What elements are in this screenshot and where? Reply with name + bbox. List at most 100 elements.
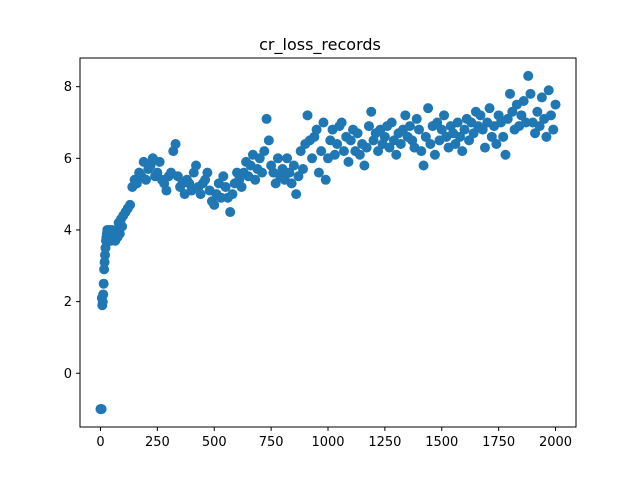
data-point bbox=[259, 146, 270, 157]
data-point bbox=[530, 128, 541, 139]
data-point bbox=[505, 88, 516, 99]
x-axis: 0 250 500 750 1000 1250 1500 1750 2000 bbox=[96, 427, 572, 450]
data-point bbox=[354, 149, 365, 160]
data-point bbox=[318, 117, 329, 128]
data-point bbox=[502, 113, 513, 124]
scatter-points bbox=[95, 70, 561, 415]
data-point bbox=[414, 124, 425, 135]
data-point bbox=[507, 106, 518, 117]
data-point bbox=[548, 124, 559, 135]
data-point bbox=[477, 124, 488, 135]
data-point bbox=[202, 167, 213, 178]
data-point bbox=[486, 131, 497, 142]
data-point bbox=[418, 160, 429, 171]
data-point bbox=[307, 153, 318, 164]
data-point bbox=[154, 156, 165, 167]
x-tick-label: 1500 bbox=[425, 435, 458, 450]
data-point bbox=[400, 110, 411, 121]
data-point bbox=[313, 167, 324, 178]
data-point bbox=[500, 149, 511, 160]
data-point bbox=[352, 128, 363, 139]
y-axis: 0 2 4 6 8 bbox=[64, 80, 80, 382]
data-point bbox=[282, 153, 293, 164]
y-tick-label: 0 bbox=[64, 367, 72, 382]
data-point bbox=[534, 121, 545, 132]
data-point bbox=[254, 153, 265, 164]
data-point bbox=[464, 135, 475, 146]
data-point bbox=[96, 404, 107, 415]
data-point bbox=[98, 278, 109, 289]
data-point bbox=[316, 146, 327, 157]
data-point bbox=[125, 199, 136, 210]
data-point bbox=[416, 146, 427, 157]
data-point bbox=[391, 149, 402, 160]
x-tick-label: 1000 bbox=[311, 435, 344, 450]
data-point bbox=[257, 167, 268, 178]
data-point bbox=[550, 99, 561, 110]
data-point bbox=[284, 167, 295, 178]
data-point bbox=[359, 160, 370, 171]
data-point bbox=[541, 131, 552, 142]
data-point bbox=[236, 181, 247, 192]
data-point bbox=[272, 153, 283, 164]
data-point bbox=[525, 88, 536, 99]
data-point bbox=[311, 124, 322, 135]
data-point bbox=[218, 171, 229, 182]
data-point bbox=[454, 131, 465, 142]
data-point bbox=[532, 106, 543, 117]
x-tick-label: 2000 bbox=[539, 435, 572, 450]
data-point bbox=[384, 142, 395, 153]
data-point bbox=[404, 121, 415, 132]
data-point bbox=[420, 131, 431, 142]
data-point bbox=[411, 113, 422, 124]
data-point bbox=[395, 138, 406, 149]
data-point bbox=[291, 189, 302, 200]
x-tick-label: 250 bbox=[145, 435, 170, 450]
data-point bbox=[432, 117, 443, 128]
data-point bbox=[452, 117, 463, 128]
x-tick-label: 1250 bbox=[368, 435, 401, 450]
x-tick-label: 1750 bbox=[482, 435, 515, 450]
data-point bbox=[536, 92, 547, 103]
data-point bbox=[343, 156, 354, 167]
data-point bbox=[117, 221, 128, 232]
data-point bbox=[195, 189, 206, 200]
y-tick-label: 6 bbox=[64, 152, 72, 167]
data-point bbox=[543, 85, 554, 96]
data-point bbox=[450, 138, 461, 149]
data-point bbox=[209, 199, 220, 210]
chart-title: cr_loss_records bbox=[259, 35, 381, 55]
data-point bbox=[429, 149, 440, 160]
data-point bbox=[263, 135, 274, 146]
data-point bbox=[484, 103, 495, 114]
y-tick-label: 4 bbox=[64, 223, 72, 238]
data-point bbox=[99, 264, 110, 275]
data-point bbox=[516, 110, 527, 121]
data-point bbox=[302, 110, 313, 121]
data-point bbox=[479, 142, 490, 153]
data-point bbox=[423, 103, 434, 114]
data-point bbox=[99, 257, 110, 268]
data-point bbox=[332, 138, 343, 149]
data-point bbox=[131, 178, 142, 189]
y-tick-label: 2 bbox=[64, 295, 72, 310]
data-point bbox=[336, 117, 347, 128]
data-point bbox=[288, 160, 299, 171]
data-point bbox=[436, 124, 447, 135]
data-point bbox=[261, 113, 272, 124]
data-point bbox=[491, 138, 502, 149]
data-point bbox=[545, 110, 556, 121]
data-point bbox=[170, 138, 181, 149]
data-point bbox=[386, 117, 397, 128]
data-point bbox=[297, 164, 308, 175]
data-point bbox=[329, 149, 340, 160]
data-point bbox=[498, 131, 509, 142]
y-tick-label: 8 bbox=[64, 80, 72, 95]
data-point bbox=[459, 124, 470, 135]
data-point bbox=[140, 174, 151, 185]
data-point bbox=[320, 174, 331, 185]
data-point bbox=[468, 128, 479, 139]
data-point bbox=[250, 174, 261, 185]
data-point bbox=[366, 106, 377, 117]
